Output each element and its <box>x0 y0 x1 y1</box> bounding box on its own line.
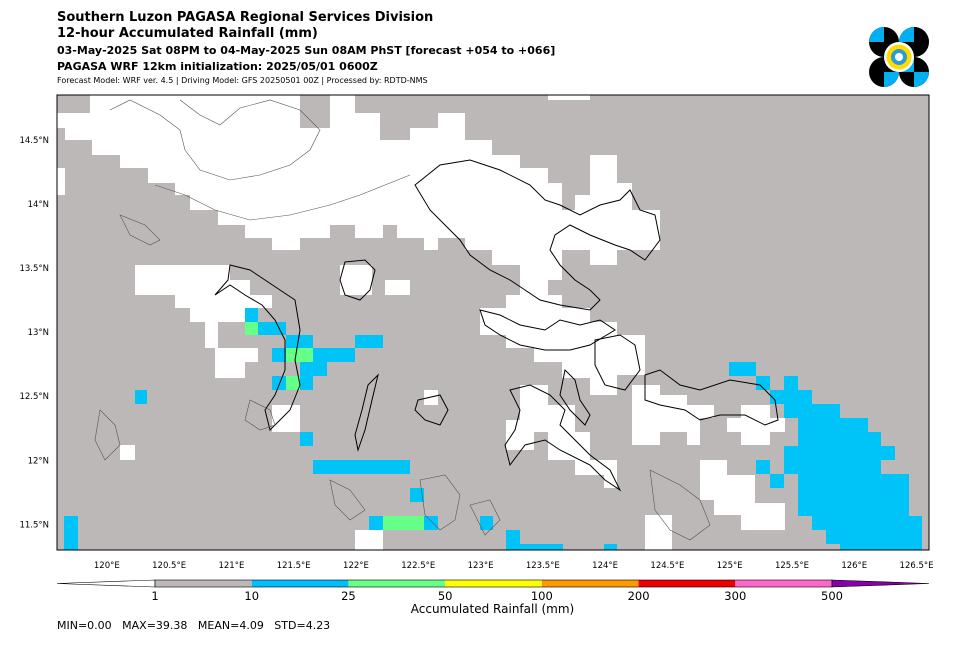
rain-10-25mm <box>64 308 922 550</box>
lon-tick-label: 126.5°E <box>900 561 934 571</box>
map-frame <box>56 94 930 551</box>
colorbar-segment <box>541 580 639 587</box>
lon-tick-label: 121°E <box>218 561 244 571</box>
colorbar-title: Accumulated Rainfall (mm) <box>410 602 575 616</box>
model-initialization: PAGASA WRF 12km initialization: 2025/05/… <box>57 60 378 73</box>
lon-tick-label: 122.5°E <box>401 561 435 571</box>
longitude-axis: 120°E 120.5°E 121°E 121.5°E 122°E 122.5°E 123°… <box>94 561 934 571</box>
lon-tick-label: 120°E <box>94 561 120 571</box>
lon-tick-label: 121.5°E <box>277 561 311 571</box>
lat-tick-label: 13.5°N <box>19 264 49 274</box>
map-title: Southern Luzon PAGASA Regional Services … <box>57 10 434 25</box>
rainfall-statistics: MIN=0.00 MAX=39.38 MEAN=4.09 STD=4.23 <box>57 619 331 632</box>
lat-tick-label: 14°N <box>28 200 49 210</box>
lon-tick-label: 122°E <box>343 561 369 571</box>
colorbar-segment <box>155 580 252 587</box>
lon-tick-label: 125°E <box>717 561 743 571</box>
lon-tick-label: 126°E <box>841 561 867 571</box>
lat-tick-label: 14.5°N <box>19 136 49 146</box>
lat-tick-label: 12°N <box>28 456 49 466</box>
model-info: Forecast Model: WRF ver. 4.5 | Driving M… <box>57 76 428 85</box>
colorbar-segment <box>638 580 736 587</box>
lon-tick-label: 120.5°E <box>152 561 186 571</box>
lon-tick-label: 125.5°E <box>775 561 809 571</box>
lon-tick-label: 123°E <box>468 561 494 571</box>
lat-tick-label: 11.5°N <box>19 520 49 530</box>
colorbar-segment <box>251 580 349 587</box>
map-subtitle: 12-hour Accumulated Rainfall (mm) <box>57 26 318 41</box>
colorbar <box>56 579 930 588</box>
forecast-period: 03-May-2025 Sat 08PM to 04-May-2025 Sun … <box>57 44 556 57</box>
pagasa-logo <box>869 27 929 87</box>
lon-tick-label: 124.5°E <box>650 561 684 571</box>
colorbar-segment <box>348 580 446 587</box>
lon-tick-label: 123.5°E <box>526 561 560 571</box>
colorbar-tick-label: 100 <box>530 589 553 603</box>
latitude-axis: 14.5°N 14°N 13.5°N 13°N 12.5°N 12°N 11.5°N <box>19 136 49 531</box>
colorbar-segment <box>735 580 832 587</box>
coastline-minor <box>94 99 711 541</box>
colorbar-segment <box>445 580 542 587</box>
colorbar-tick-label: 300 <box>724 589 747 603</box>
colorbar-tick-label: 10 <box>244 589 260 603</box>
colorbar-tick-label: 1 <box>151 589 159 603</box>
lat-tick-label: 12.5°N <box>19 392 49 402</box>
colorbar-tick-label: 200 <box>627 589 650 603</box>
coastline-major <box>214 159 779 492</box>
colorbar-tick-label: 50 <box>437 589 453 603</box>
colorbar-tick-label: 25 <box>341 589 356 603</box>
lat-tick-label: 13°N <box>28 328 49 338</box>
colorbar-tick-label: 500 <box>821 589 843 603</box>
no-rain-areas <box>57 95 785 550</box>
rain-25-50mm <box>245 322 424 530</box>
lon-tick-label: 124°E <box>592 561 618 571</box>
